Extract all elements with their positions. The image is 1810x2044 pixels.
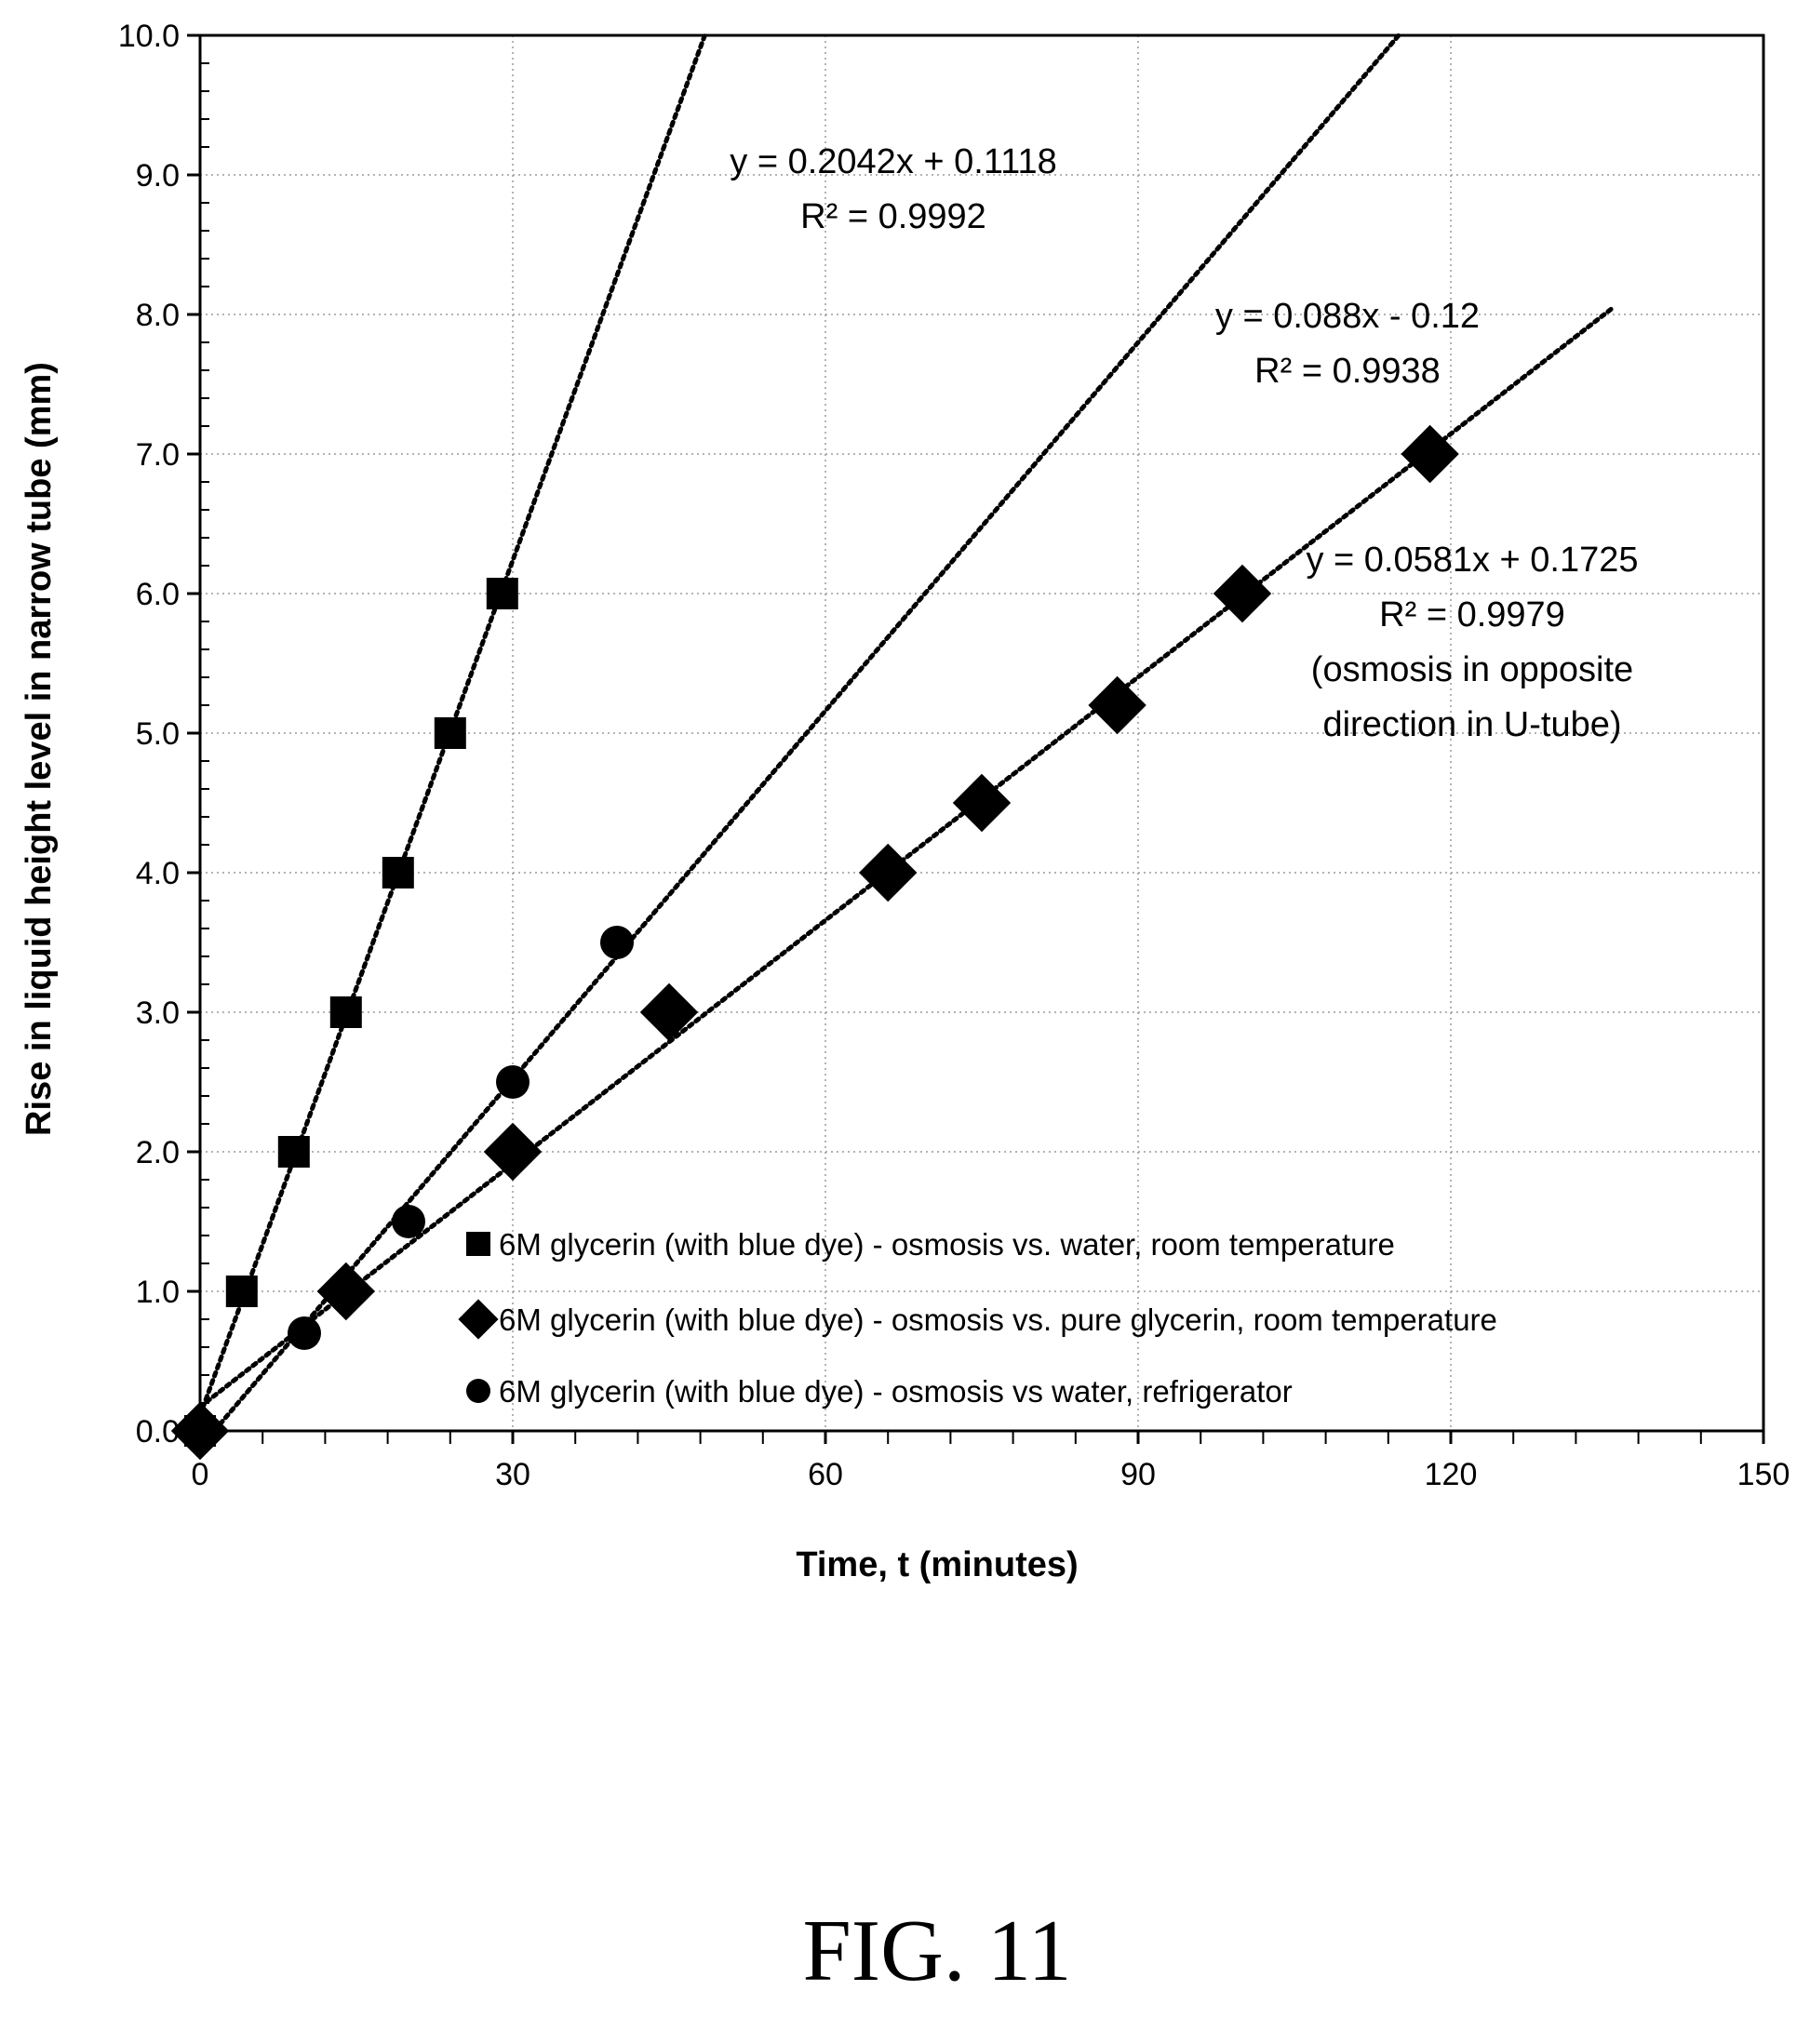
diamond-data-point (639, 982, 699, 1042)
y-tick-label: 6.0 (136, 577, 180, 612)
square-data-point (225, 1276, 258, 1307)
equation-line: y = 0.088x - 0.12 (1215, 297, 1480, 336)
equation-line: R² = 0.9992 (800, 197, 986, 236)
square-data-point (329, 996, 362, 1028)
legend: 6M glycerin (with blue dye) - osmosis vs… (458, 1227, 1497, 1409)
y-tick-label: 3.0 (136, 995, 180, 1031)
x-tick-label: 60 (808, 1457, 843, 1492)
x-tick-label: 0 (192, 1457, 209, 1492)
y-tick-label: 8.0 (136, 298, 180, 333)
y-tick-label: 7.0 (136, 437, 180, 473)
circle-data-point (496, 1065, 530, 1099)
legend-square-marker (466, 1232, 490, 1256)
grid-lines (200, 35, 1763, 1431)
x-tick-label: 150 (1737, 1457, 1790, 1492)
equation-line: y = 0.2042x + 0.1118 (730, 142, 1056, 181)
diamond-data-point (1401, 424, 1459, 484)
square-data-point (277, 1136, 310, 1168)
x-tick-label: 90 (1120, 1457, 1156, 1492)
square-data-point (382, 857, 414, 888)
circle-data-point (288, 1316, 321, 1350)
tick-labels: 0 30 60 90 120 1500.01.02.03.04.05.06.07.08.0… (118, 19, 1790, 1492)
legend-label: 6M glycerin (with blue dye) - osmosis vs… (499, 1303, 1497, 1337)
diamond-data-point (1213, 564, 1272, 623)
equation-line: R² = 0.9938 (1254, 352, 1441, 391)
x-axis-title: Time, t (minutes) (796, 1545, 1078, 1584)
legend-circle-marker (466, 1379, 490, 1403)
x-tick-label: 30 (495, 1457, 530, 1492)
legend-label: 6M glycerin (with blue dye) - osmosis vs… (499, 1374, 1293, 1409)
square-data-point (434, 717, 466, 749)
equation-line: y = 0.0581x + 0.1725 (1306, 541, 1638, 580)
legend-label: 6M glycerin (with blue dye) - osmosis vs… (499, 1227, 1395, 1262)
legend-diamond-marker (458, 1299, 499, 1340)
y-tick-label: 5.0 (136, 716, 180, 752)
diamond-data-point (859, 843, 918, 902)
equation-line: (osmosis in opposite (1311, 650, 1633, 689)
diamond-data-point (483, 1122, 543, 1182)
y-tick-label: 9.0 (136, 158, 180, 194)
y-tick-label: 2.0 (136, 1135, 180, 1170)
diamond-data-point (1088, 675, 1146, 735)
diamond-data-point (316, 1262, 375, 1321)
equation-line: direction in U-tube) (1322, 705, 1621, 744)
y-tick-label: 10.0 (118, 19, 180, 54)
trendline-equation: y = 0.2042x + 0.1118 R² = 0.9992 (730, 142, 1056, 236)
trendline (197, 305, 1616, 1409)
y-tick-label: 1.0 (136, 1275, 180, 1310)
diamond-data-point (952, 773, 1012, 833)
circle-data-point (183, 1414, 217, 1448)
trendline-equation: y = 0.088x - 0.12 R² = 0.9938 (1215, 297, 1480, 391)
trendline-equations: y = 0.2042x + 0.1118 R² = 0.9992 y = 0.088… (730, 142, 1638, 744)
equation-line: R² = 0.9979 (1379, 595, 1565, 635)
y-tick-label: 4.0 (136, 856, 180, 891)
circle-data-point (392, 1205, 425, 1238)
data-markers (170, 424, 1459, 1461)
trendline-equation: y = 0.0581x + 0.1725 R² = 0.9979 (osmosis … (1306, 541, 1638, 744)
trendline (212, 33, 1401, 1434)
figure-label: FIG. 11 (803, 1903, 1072, 1999)
circle-data-point (600, 926, 634, 959)
y-axis-title: Rise in liquid height level in narrow tu… (20, 362, 59, 1136)
square-data-point (486, 578, 518, 609)
x-tick-label: 120 (1425, 1457, 1478, 1492)
